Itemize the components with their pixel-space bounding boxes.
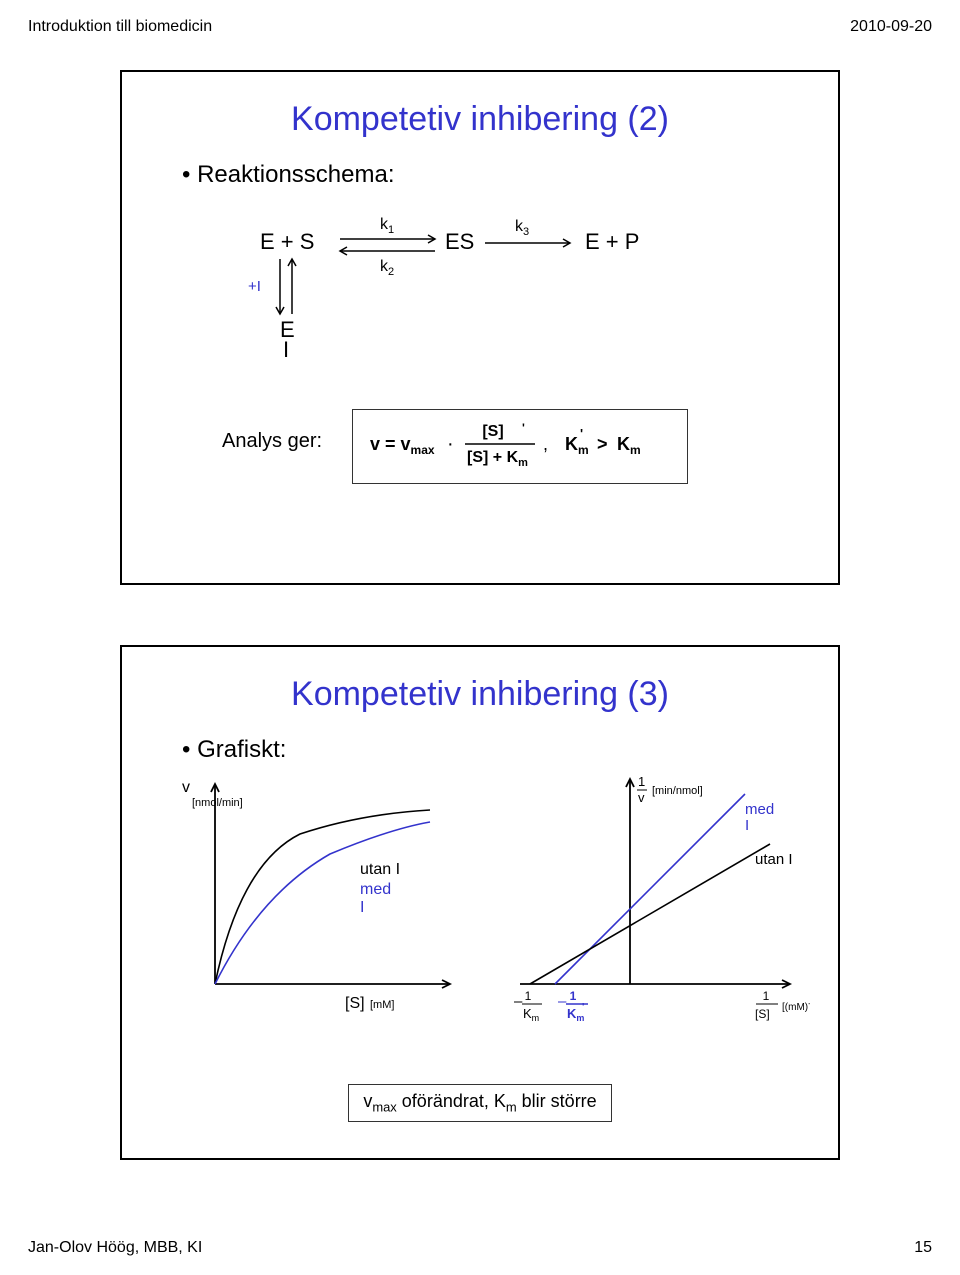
left-y-v: v bbox=[182, 779, 190, 796]
header-right: 2010-09-20 bbox=[850, 18, 932, 36]
header-left: Introduktion till biomedicin bbox=[28, 18, 212, 36]
k1: k1 bbox=[380, 216, 394, 236]
curve-utan bbox=[215, 810, 430, 984]
line-med bbox=[555, 794, 745, 984]
k3: k3 bbox=[515, 218, 529, 238]
left-i: I bbox=[360, 899, 364, 916]
svg-text:': ' bbox=[582, 1002, 584, 1013]
svg-text:1: 1 bbox=[525, 989, 532, 1003]
svg-text:1: 1 bbox=[763, 989, 770, 1003]
svg-text:–: – bbox=[558, 993, 567, 1010]
svg-text:[S] + Km: [S] + Km bbox=[467, 449, 528, 469]
svg-text:': ' bbox=[522, 421, 525, 435]
svg-text:': ' bbox=[580, 426, 583, 441]
slide-1: Kompetetiv inhibering (2) Reaktionsschem… bbox=[120, 70, 840, 585]
svg-text:[(mM)-1]: [(mM)-1] bbox=[782, 999, 810, 1013]
plus-i: +I bbox=[248, 278, 261, 295]
svg-text:Km: Km bbox=[523, 1006, 539, 1023]
slide1-title: Kompetetiv inhibering (2) bbox=[122, 100, 838, 139]
curve-med bbox=[215, 822, 430, 984]
line-utan bbox=[530, 844, 770, 984]
scheme-mid: ES bbox=[445, 229, 474, 254]
footer-right: 15 bbox=[914, 1239, 932, 1257]
scheme-right: E + P bbox=[585, 229, 639, 254]
svg-text:v: v bbox=[638, 790, 645, 805]
caption-box: vmax oförändrat, Km blir större bbox=[348, 1084, 611, 1122]
svg-text:,: , bbox=[543, 434, 548, 454]
reaction-scheme: E + S k1 k2 ES k3 E + P +I E I bbox=[230, 199, 730, 359]
right-y-unit: [min/nmol] bbox=[652, 785, 703, 797]
right-utan: utan I bbox=[755, 851, 793, 868]
left-x: [S] bbox=[345, 995, 365, 1012]
slide-2: Kompetetiv inhibering (3) Grafiskt: v [n… bbox=[120, 645, 840, 1160]
analys-label: Analys ger: bbox=[222, 430, 322, 453]
slide1-bullet: Reaktionsschema: bbox=[182, 161, 838, 189]
svg-text:·: · bbox=[447, 433, 454, 455]
svg-text:1: 1 bbox=[638, 774, 645, 789]
svg-text:>: > bbox=[597, 434, 608, 454]
analys-row: Analys ger: v = vmax · [S] [S] + Km ' , … bbox=[222, 399, 838, 484]
formula-box: v = vmax · [S] [S] + Km ' , Km ' > Km bbox=[352, 409, 688, 484]
svg-text:[S]: [S] bbox=[482, 423, 503, 440]
left-y-unit: [nmol/min] bbox=[192, 797, 243, 809]
caption-wrap: vmax oförändrat, Km blir större bbox=[122, 1084, 838, 1122]
svg-text:[S]: [S] bbox=[755, 1007, 770, 1021]
svg-text:Km: Km bbox=[617, 434, 641, 457]
ei-i: I bbox=[283, 337, 289, 359]
svg-text:–: – bbox=[514, 993, 523, 1010]
svg-text:1: 1 bbox=[570, 989, 577, 1003]
svg-text:v = vmax: v = vmax bbox=[370, 434, 435, 457]
footer-left: Jan-Olov Höög, MBB, KI bbox=[28, 1239, 202, 1257]
left-x-unit: [mM] bbox=[370, 999, 394, 1011]
right-med: med bbox=[745, 801, 774, 818]
plots: v [nmol/min] utan I med I [S] [mM] 1 v [… bbox=[150, 764, 810, 1074]
left-med: med bbox=[360, 881, 391, 898]
slide2-title: Kompetetiv inhibering (3) bbox=[122, 675, 838, 714]
slide2-bullet: Grafiskt: bbox=[182, 736, 838, 764]
scheme-left: E + S bbox=[260, 229, 314, 254]
k2: k2 bbox=[380, 258, 394, 278]
svg-text:Km: Km bbox=[565, 434, 589, 457]
right-i: I bbox=[745, 817, 749, 834]
left-utan: utan I bbox=[360, 861, 400, 878]
